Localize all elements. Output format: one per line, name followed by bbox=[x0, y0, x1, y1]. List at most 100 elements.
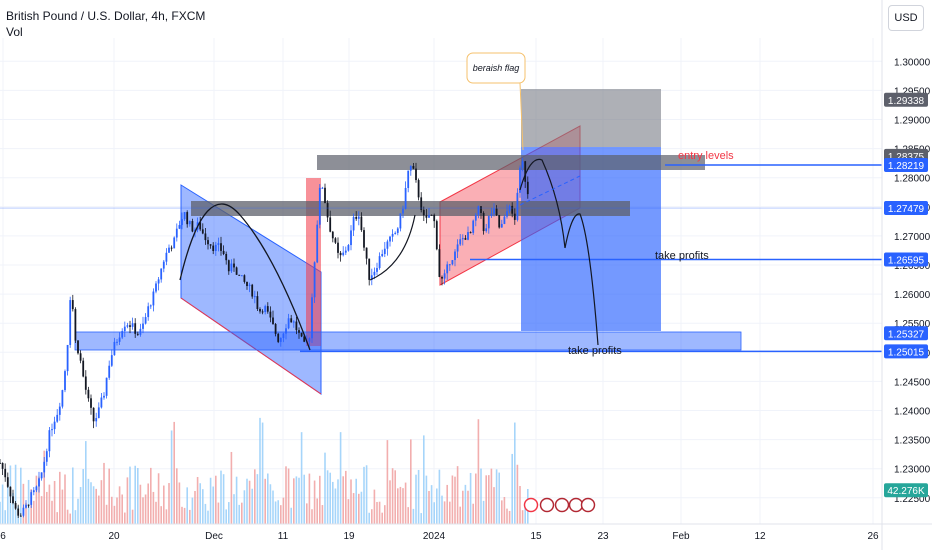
volume-bar bbox=[186, 487, 188, 524]
take-profits-label-1: take profits bbox=[655, 250, 709, 262]
candle-body bbox=[19, 515, 22, 517]
y-tick-label: 1.29000 bbox=[894, 115, 931, 126]
volume-bar bbox=[430, 485, 433, 524]
volume-bar bbox=[381, 512, 383, 524]
candle-body bbox=[482, 212, 485, 232]
volume-bar bbox=[521, 510, 524, 524]
volume-bar bbox=[493, 487, 495, 524]
candle-body bbox=[155, 283, 157, 292]
volume-bar bbox=[308, 473, 311, 524]
candle-body bbox=[147, 306, 150, 318]
volume-bar bbox=[139, 484, 142, 524]
volume-bar bbox=[360, 491, 363, 524]
volume-bar bbox=[488, 475, 490, 524]
y-tick-label: 1.23000 bbox=[894, 465, 931, 476]
candle-body bbox=[313, 262, 316, 298]
volume-bar bbox=[482, 500, 485, 524]
price-label: 1.25327 bbox=[888, 329, 925, 340]
volume-bar bbox=[464, 484, 467, 524]
candle-body bbox=[490, 213, 493, 217]
price-axis: 1.300001.295001.290001.285001.280001.275… bbox=[881, 0, 932, 550]
volume-bar bbox=[129, 466, 131, 524]
volume-bar bbox=[290, 507, 292, 524]
candle-body bbox=[14, 502, 17, 509]
currency-button[interactable]: USD bbox=[888, 5, 924, 31]
volume-bar bbox=[384, 505, 386, 524]
volume-bar bbox=[298, 477, 300, 524]
volume-bar bbox=[87, 478, 90, 524]
candle-body bbox=[160, 268, 163, 280]
volume-bar bbox=[402, 488, 404, 524]
volume-bar bbox=[61, 489, 64, 524]
candle-body bbox=[17, 508, 20, 516]
candle-body bbox=[90, 398, 92, 408]
candle-body bbox=[259, 308, 261, 312]
candle-body bbox=[503, 216, 506, 224]
volume-bar bbox=[269, 484, 272, 524]
candle-body bbox=[1, 462, 4, 469]
volume-bar bbox=[261, 422, 264, 524]
volume-bar bbox=[254, 469, 256, 524]
candles bbox=[0, 157, 529, 518]
candle-body bbox=[105, 377, 108, 396]
volume-bar bbox=[51, 500, 53, 524]
volume-bar bbox=[485, 475, 487, 524]
candle-body bbox=[285, 328, 287, 334]
volume-bar bbox=[508, 510, 511, 524]
candle-body bbox=[35, 486, 38, 491]
volume-bar bbox=[313, 480, 316, 524]
candle-body bbox=[220, 243, 222, 251]
volume-bar bbox=[347, 499, 350, 524]
candle-body bbox=[516, 192, 519, 220]
volume-bar bbox=[1, 484, 4, 524]
volume-bar bbox=[40, 496, 43, 524]
volume-bar bbox=[111, 496, 113, 524]
candle-body bbox=[469, 232, 472, 234]
volume-bar bbox=[92, 486, 95, 524]
volume-bar bbox=[285, 466, 287, 524]
candle-body bbox=[204, 233, 207, 241]
candle-body bbox=[74, 309, 77, 341]
volume-bar bbox=[150, 467, 152, 524]
candle-body bbox=[126, 325, 129, 327]
candle-body bbox=[326, 203, 329, 218]
cup-curve bbox=[369, 214, 416, 281]
volume-bar bbox=[144, 494, 147, 524]
candle-body bbox=[269, 311, 272, 318]
volume-bar bbox=[516, 464, 519, 524]
x-tick-label: Dec bbox=[205, 531, 223, 542]
volume-indicator-label[interactable]: Vol bbox=[6, 25, 23, 39]
volume-bar bbox=[142, 497, 144, 524]
volume-bar bbox=[152, 491, 155, 524]
volume-bar bbox=[316, 498, 318, 524]
candle-body bbox=[420, 197, 423, 210]
volume-bar bbox=[222, 474, 225, 524]
x-tick-label: 12 bbox=[754, 531, 766, 542]
candle-body bbox=[448, 264, 451, 266]
candle-body bbox=[290, 318, 293, 323]
candle-body bbox=[58, 406, 61, 415]
volume-bar bbox=[514, 422, 516, 524]
volume-bar bbox=[204, 503, 207, 524]
volume-bar bbox=[321, 505, 324, 524]
volume-bar bbox=[350, 479, 352, 524]
volume-bar bbox=[72, 467, 74, 524]
volume-bar bbox=[433, 502, 435, 524]
volume-bar bbox=[446, 484, 448, 524]
candle-body bbox=[27, 504, 30, 506]
candle-body bbox=[100, 397, 103, 408]
volume-bar bbox=[225, 509, 227, 524]
volume-bar bbox=[495, 469, 498, 524]
candle-body bbox=[256, 296, 259, 309]
candle-body bbox=[66, 344, 69, 372]
candle-body bbox=[175, 228, 178, 238]
volume-bar bbox=[38, 476, 40, 524]
candle-body bbox=[394, 232, 397, 234]
volume-bar bbox=[64, 474, 66, 524]
volume-bar bbox=[199, 483, 201, 524]
volume-bar bbox=[300, 432, 303, 524]
volume-bar bbox=[74, 510, 77, 524]
volume-bar bbox=[7, 485, 9, 524]
